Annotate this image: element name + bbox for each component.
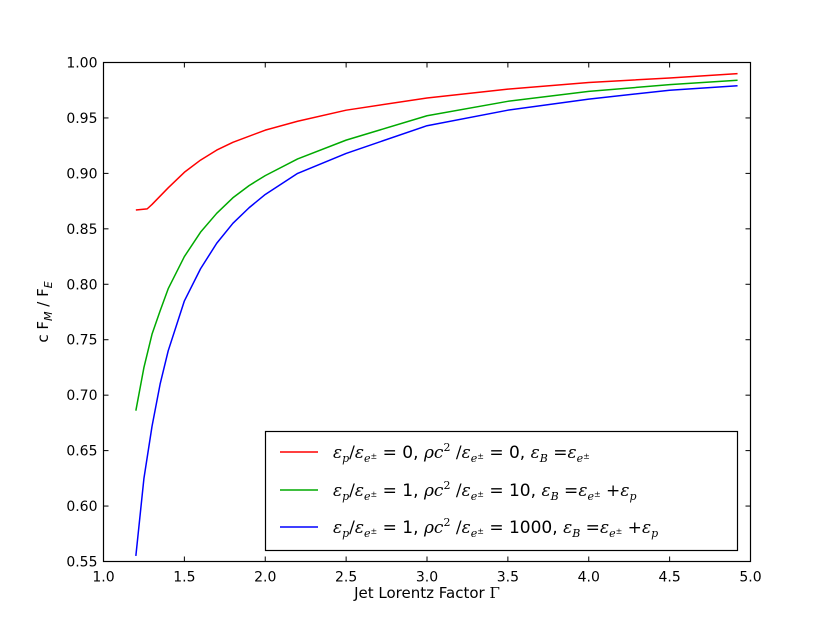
y-tick-label: 0.70 bbox=[66, 388, 97, 404]
x-tick-label: 2.0 bbox=[254, 570, 276, 586]
series-line-3 bbox=[135, 85, 738, 557]
x-tick-label: 1.0 bbox=[92, 570, 114, 586]
y-tick-label: 0.65 bbox=[66, 444, 97, 460]
y-tick-label: 0.85 bbox=[66, 222, 97, 238]
y-tick-label: 1.00 bbox=[66, 56, 97, 72]
axis-ticks: 1.0 1.5 2.0 2.5 3.0 3.5 4.0 4.5 5.0 0.55 0.60 0.65 0… bbox=[66, 56, 761, 586]
legend-entry-3: εp/εe± = 1, ρc2 /εe± = 1000, εB =εe± +εp bbox=[333, 516, 658, 540]
series-line-2 bbox=[135, 79, 738, 411]
y-tick-label: 0.55 bbox=[66, 555, 97, 571]
x-tick-label: 4.0 bbox=[578, 570, 600, 586]
x-tick-label: 3.0 bbox=[416, 570, 438, 586]
legend-box bbox=[264, 430, 739, 552]
legend-entry-1: εp/εe± = 0, ρc2 /εe± = 0, εB =εe± bbox=[333, 441, 590, 465]
y-tick-label: 0.80 bbox=[66, 277, 97, 293]
series-line-1 bbox=[135, 72, 738, 211]
x-tick-label: 4.5 bbox=[658, 570, 680, 586]
x-tick-label: 2.5 bbox=[335, 570, 357, 586]
x-tick-label: 3.5 bbox=[497, 570, 519, 586]
series-lines bbox=[135, 72, 738, 557]
x-tick-label: 5.0 bbox=[739, 570, 761, 586]
y-tick-label: 0.90 bbox=[66, 166, 97, 182]
y-tick-label: 0.60 bbox=[66, 499, 97, 515]
y-tick-label: 0.75 bbox=[66, 333, 97, 349]
legend-entry-2: εp/εe± = 1, ρc2 /εe± = 10, εB =εe± +εp bbox=[333, 479, 636, 503]
x-axis-title: Jet Lorentz Factor Γ bbox=[353, 584, 500, 602]
y-axis-title: c FM / FE bbox=[34, 281, 55, 342]
y-tick-label: 0.95 bbox=[66, 111, 97, 127]
x-tick-label: 1.5 bbox=[173, 570, 195, 586]
legend: εp/εe± = 0, ρc2 /εe± = 0, εB =εe± εp/εe±… bbox=[264, 430, 739, 552]
